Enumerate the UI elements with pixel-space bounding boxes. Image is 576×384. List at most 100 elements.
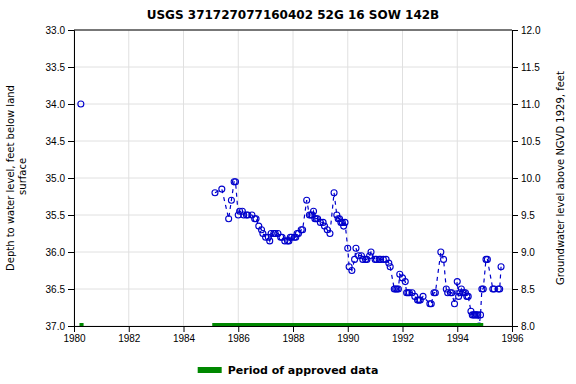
tick-label: 1990 <box>337 333 360 344</box>
tick-mark <box>68 178 74 179</box>
tick-label: 1980 <box>63 333 86 344</box>
tick: 8.5 <box>512 284 535 295</box>
legend-label: Period of approved data <box>228 364 379 377</box>
tick: 1992 <box>392 326 415 344</box>
data-point <box>428 301 434 307</box>
tick: 36.5 <box>46 284 74 295</box>
tick-label: 1986 <box>228 333 251 344</box>
tick-mark <box>512 215 518 216</box>
marks <box>78 101 504 326</box>
frame-line <box>74 30 512 31</box>
tick-label: 33.0 <box>46 25 66 36</box>
tick-mark <box>129 326 130 332</box>
data-point <box>219 186 225 192</box>
data-point <box>478 312 484 318</box>
tick-mark <box>512 104 518 105</box>
data-point <box>267 238 273 244</box>
data-point <box>387 264 393 270</box>
grid-line <box>74 141 512 142</box>
grid-line <box>74 215 512 216</box>
tick: 1994 <box>447 326 470 344</box>
tick: 11.5 <box>512 62 540 73</box>
legend-item: Period of approved data <box>198 364 379 377</box>
data-point <box>212 190 218 196</box>
tick: 35.0 <box>46 173 74 184</box>
data-point <box>420 293 426 299</box>
axis-line <box>513 31 519 327</box>
data-point <box>327 231 333 237</box>
tick-mark <box>512 67 518 68</box>
tick: 34.5 <box>46 136 74 147</box>
tick-label: 10.0 <box>521 173 541 184</box>
axis-line <box>75 327 513 333</box>
tick: 1990 <box>337 326 360 344</box>
tick-mark <box>68 326 74 327</box>
data-point <box>226 216 232 222</box>
tick: 33.0 <box>46 25 74 36</box>
tick-mark <box>68 215 74 216</box>
y-axis-label: Depth to water level, feet below land su… <box>5 85 28 271</box>
grid-line <box>74 252 512 253</box>
tick: 36.0 <box>46 247 74 258</box>
legend-swatch <box>198 367 222 373</box>
tick-mark <box>68 252 74 253</box>
tick-label: 11.5 <box>521 62 540 73</box>
data-point <box>253 216 259 222</box>
tick-mark <box>512 178 518 179</box>
tick-mark <box>68 67 74 68</box>
data-point <box>498 264 504 270</box>
tick-mark <box>68 104 74 105</box>
tick-label: 8.0 <box>521 321 535 332</box>
tick: 11.0 <box>512 99 540 110</box>
y-axis: 33.033.534.034.535.035.536.036.537.0 <box>46 25 75 332</box>
tick-label: 36.5 <box>46 284 66 295</box>
tick-label: 11.0 <box>521 99 540 110</box>
tick-mark <box>184 326 185 332</box>
tick: 8.0 <box>512 321 535 332</box>
tick-label: 1994 <box>447 333 470 344</box>
data-point <box>342 219 348 225</box>
tick-mark <box>512 252 518 253</box>
tick-label: 12.0 <box>521 25 541 36</box>
legend: Period of approved data <box>198 364 379 377</box>
tick-mark <box>512 30 518 31</box>
tick-label: 33.5 <box>46 62 66 73</box>
tick: 1982 <box>118 326 141 344</box>
tick: 10.5 <box>512 136 541 147</box>
data-point <box>233 179 239 185</box>
data-point <box>484 256 490 262</box>
tick: 33.5 <box>46 62 74 73</box>
data-line <box>81 104 501 326</box>
data-point <box>345 245 351 251</box>
data-point <box>349 268 355 274</box>
tick-label: 1984 <box>173 333 196 344</box>
y2-axis-label: Groundwater level above NGVD 1929, feet <box>555 71 566 285</box>
tick-mark <box>68 30 74 31</box>
data-point <box>228 197 234 203</box>
tick-mark <box>68 289 74 290</box>
plot: 1980 1982 1984 1986 1988 1990 1992 1994 1996 33.0… <box>5 25 566 344</box>
tick-mark <box>348 326 349 332</box>
grid <box>74 30 512 326</box>
data-point <box>449 290 455 296</box>
tick: 1986 <box>228 326 251 344</box>
tick-label: 9.0 <box>521 247 535 258</box>
tick: 10.0 <box>512 173 541 184</box>
data-point <box>441 256 447 262</box>
tick-label: 9.5 <box>521 210 535 221</box>
tick: 9.5 <box>512 210 535 221</box>
x-axis: 1980 1982 1984 1986 1988 1990 1992 1994 1996 <box>63 326 524 344</box>
tick-label: 1996 <box>501 333 524 344</box>
tick: 12.0 <box>512 25 541 36</box>
data-point <box>367 253 373 259</box>
data-point <box>331 190 337 196</box>
data-point <box>438 249 444 255</box>
tick: 35.5 <box>46 210 74 221</box>
tick-label: 35.5 <box>46 210 66 221</box>
grid-line <box>74 67 512 68</box>
tick-label: 1988 <box>282 333 305 344</box>
tick-mark <box>457 326 458 332</box>
tick-mark <box>512 141 518 142</box>
tick-label: 10.5 <box>521 136 541 147</box>
tick: 34.0 <box>46 99 74 110</box>
